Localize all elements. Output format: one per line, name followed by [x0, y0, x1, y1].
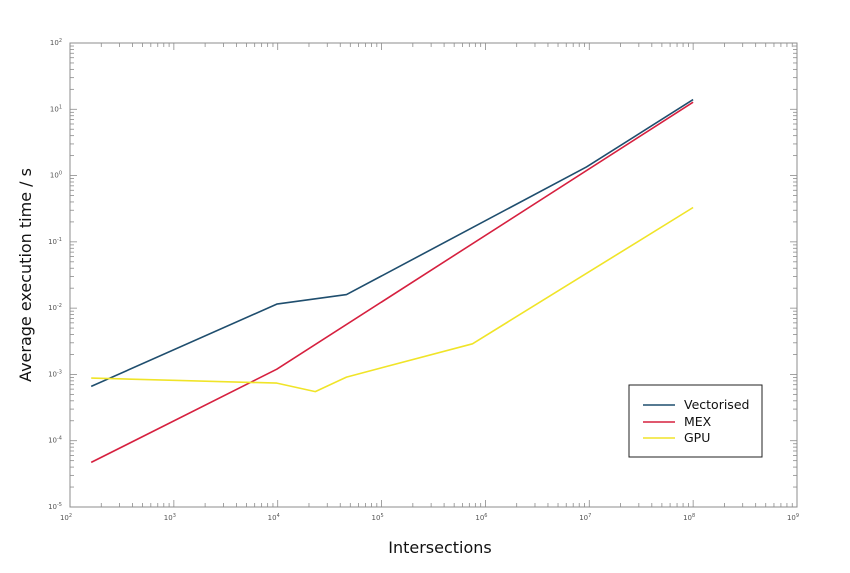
plot-area-frame — [69, 42, 798, 508]
y-tick-label: 100 — [50, 171, 62, 180]
series-line-mex — [90, 101, 694, 464]
x-tick-label: 109 — [787, 513, 799, 522]
y-axis-title: Average execution time / s — [16, 168, 35, 382]
y-tick-label: 101 — [50, 104, 62, 113]
x-tick-label: 108 — [683, 513, 695, 522]
legend-item-gpu: GPU — [643, 430, 710, 445]
x-tick-label: 103 — [164, 513, 176, 522]
x-tick-label: 104 — [268, 513, 280, 522]
legend-label-vectorised: Vectorised — [684, 397, 749, 412]
legend-label-gpu: GPU — [684, 430, 710, 445]
y-tick-label: 10-5 — [48, 502, 62, 511]
legend: Vectorised MEX GPU — [628, 384, 763, 458]
plot-series — [90, 98, 694, 464]
y-tick-label: 10-1 — [48, 237, 62, 246]
x-axis-tick-labels: 102 103 104 105 106 107 108 109 — [60, 513, 799, 522]
series-line-gpu — [91, 206, 694, 393]
axis-ticks — [69, 43, 797, 508]
y-axis-tick-labels: 10-5 10-4 10-3 10-2 10-1 100 101 102 — [48, 38, 62, 511]
x-tick-label: 106 — [475, 513, 487, 522]
legend-label-mex: MEX — [684, 414, 712, 429]
x-axis-title: Intersections — [388, 538, 492, 557]
x-tick-label: 102 — [60, 513, 72, 522]
y-tick-label: 10-2 — [48, 303, 62, 312]
legend-item-vectorised: Vectorised — [643, 397, 749, 412]
y-tick-label: 10-3 — [48, 369, 62, 378]
x-tick-label: 105 — [372, 513, 384, 522]
x-tick-label: 107 — [579, 513, 591, 522]
legend-box — [628, 384, 763, 458]
series-line-vectorised — [90, 98, 694, 388]
legend-item-mex: MEX — [643, 414, 712, 429]
y-tick-label: 102 — [50, 38, 62, 47]
y-tick-label: 10-4 — [48, 436, 62, 445]
